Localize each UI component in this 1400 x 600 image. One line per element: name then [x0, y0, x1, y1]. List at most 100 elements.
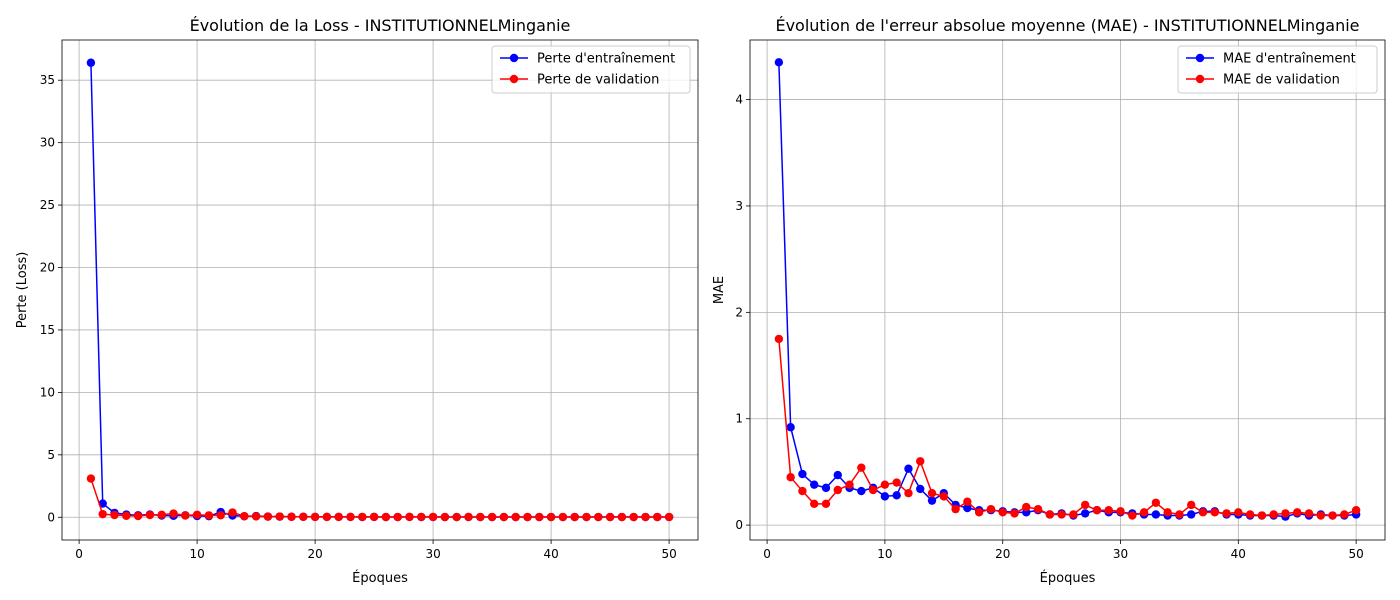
data-point: [1187, 510, 1196, 519]
series-0: [774, 58, 1361, 521]
x-axis-label: Époques: [1040, 570, 1096, 586]
series-0: [86, 58, 674, 522]
data-point: [546, 512, 556, 522]
data-point: [1351, 506, 1361, 515]
data-point: [857, 486, 866, 496]
data-point: [810, 480, 819, 489]
data-point: [1080, 500, 1090, 510]
y-tick-label: 5: [47, 448, 55, 462]
data-point: [1163, 508, 1172, 517]
data-point: [169, 509, 178, 518]
legend-label: Perte de validation: [537, 73, 659, 88]
series-1: [86, 474, 674, 522]
data-point: [428, 512, 438, 522]
data-point: [1281, 509, 1290, 518]
x-tick-label: 30: [425, 547, 440, 561]
x-tick-label: 10: [189, 547, 204, 561]
data-point: [1128, 511, 1137, 520]
y-tick-label: 10: [40, 385, 55, 399]
x-tick-label: 40: [1231, 547, 1246, 561]
data-point: [998, 508, 1007, 517]
data-point: [1080, 509, 1090, 518]
chart-title: Évolution de la Loss - INSTITUTIONNELMin…: [190, 16, 571, 35]
data-point: [346, 512, 355, 522]
data-point: [417, 512, 426, 522]
series-line: [90, 478, 670, 518]
data-point: [963, 497, 972, 506]
data-point: [1033, 504, 1043, 514]
data-point: [892, 478, 901, 487]
legend-marker: [509, 74, 519, 84]
data-point: [821, 483, 831, 493]
data-point: [86, 474, 96, 483]
data-point: [786, 473, 795, 482]
data-point: [1045, 510, 1055, 519]
data-point: [1234, 508, 1243, 517]
data-point: [275, 512, 284, 521]
data-point: [240, 511, 249, 521]
data-point: [1269, 510, 1278, 519]
data-point: [440, 512, 450, 522]
data-point: [880, 492, 890, 501]
data-point: [110, 510, 119, 520]
legend-marker: [509, 53, 519, 63]
data-point: [786, 423, 795, 432]
data-point: [916, 484, 925, 494]
legend-label: MAE d'entraînement: [1223, 52, 1356, 67]
plot-frame: [61, 39, 699, 541]
data-point: [1151, 498, 1161, 507]
data-point: [358, 512, 367, 522]
plot-frame: [749, 39, 1386, 541]
data-point: [570, 512, 579, 522]
data-point: [145, 510, 155, 520]
data-point: [251, 512, 261, 521]
data-point: [582, 512, 591, 522]
data-point: [974, 508, 984, 517]
data-point: [810, 499, 819, 509]
data-point: [204, 511, 214, 520]
y-tick-label: 4: [735, 93, 743, 107]
data-point: [1092, 506, 1102, 515]
data-point: [892, 491, 901, 500]
data-point: [939, 492, 948, 501]
y-tick-label: 0: [735, 518, 743, 532]
data-point: [1210, 508, 1219, 517]
data-point: [1104, 506, 1113, 515]
data-point: [369, 512, 379, 522]
data-point: [263, 512, 273, 521]
data-point: [927, 496, 937, 505]
data-point: [310, 512, 320, 522]
data-point: [1198, 508, 1208, 517]
legend-box: [1177, 45, 1378, 94]
data-point: [122, 511, 131, 520]
grid: [750, 40, 1385, 540]
data-point: [192, 510, 202, 519]
legend: MAE d'entraînement MAE de validation: [1177, 45, 1378, 94]
data-point: [287, 512, 296, 521]
series-line: [778, 62, 1357, 518]
x-tick-label: 10: [877, 547, 892, 561]
x-tick-label: 20: [307, 547, 322, 561]
data-point: [334, 512, 343, 522]
legend-marker: [1195, 53, 1205, 63]
data-point: [664, 512, 674, 522]
x-tick-label: 50: [1348, 547, 1363, 561]
data-point: [951, 504, 960, 514]
data-point: [511, 512, 520, 522]
data-point: [393, 512, 402, 522]
x-tick-label: 0: [763, 547, 771, 561]
series-line: [778, 338, 1357, 517]
data-point: [821, 499, 831, 509]
data-point: [986, 504, 996, 514]
y-axis-label: MAE: [712, 276, 727, 304]
data-point: [133, 511, 143, 521]
data-point: [216, 511, 225, 520]
y-tick-label: 15: [40, 323, 55, 337]
data-point: [880, 480, 890, 489]
data-point: [1304, 509, 1314, 518]
data-point: [1245, 510, 1255, 519]
data-point: [857, 463, 866, 472]
data-point: [845, 480, 854, 489]
legend: Perte d'entraînement Perte de validation: [491, 45, 691, 94]
data-point: [963, 503, 972, 513]
